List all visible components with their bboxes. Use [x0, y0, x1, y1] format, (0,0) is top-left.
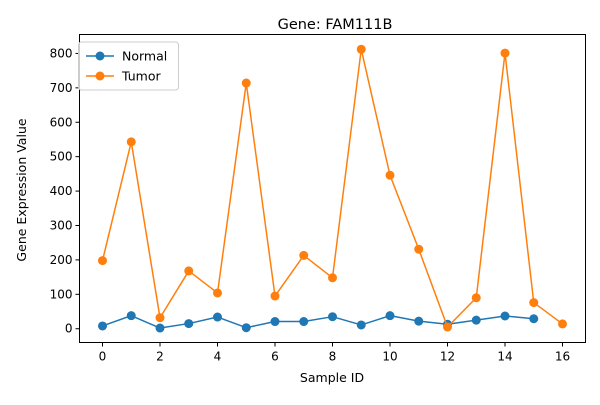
x-tick-label: 14 — [497, 350, 512, 364]
y-tick-label: 200 — [50, 253, 73, 267]
normal-data-point — [529, 314, 539, 324]
y-tick-label: 600 — [50, 115, 73, 129]
tumor-data-point — [443, 322, 452, 332]
tumor-data-point — [414, 244, 424, 254]
tumor-data-point — [213, 288, 222, 298]
tumor-data-point — [98, 256, 107, 266]
normal-data-point — [126, 311, 136, 321]
x-tick-label: 16 — [555, 350, 570, 364]
tumor-legend-marker — [95, 71, 105, 81]
normal-series-line — [102, 314, 534, 329]
normal-legend-marker — [95, 51, 105, 61]
normal-data-point — [98, 321, 107, 331]
tumor-data-point — [500, 48, 510, 58]
normal-data-point — [299, 317, 309, 327]
normal-data-point — [213, 312, 222, 322]
y-axis: 0 100 200 300 400 500 600 700 800 — [50, 46, 80, 336]
tumor-legend-label: Tumor — [121, 69, 161, 84]
series-layer — [98, 44, 567, 333]
y-tick-label: 300 — [50, 218, 73, 232]
legend: Normal Tumor — [78, 41, 179, 91]
y-tick-label: 500 — [50, 150, 73, 164]
x-tick-label: 8 — [329, 350, 337, 364]
tumor-data-point — [328, 273, 337, 283]
x-tick-label: 0 — [99, 350, 107, 364]
chart-title: Gene: FAM111B — [278, 17, 393, 33]
y-axis-label: Gene Expression Value — [14, 118, 29, 261]
x-tick-label: 2 — [156, 350, 164, 364]
normal-data-point — [328, 312, 337, 322]
tumor-data-point — [126, 137, 136, 147]
y-tick-label: 0 — [65, 322, 73, 336]
x-tick-label: 12 — [440, 350, 455, 364]
tumor-data-point — [471, 293, 481, 303]
x-tick-label: 4 — [214, 350, 222, 364]
tumor-data-point — [356, 44, 366, 54]
normal-data-point — [155, 323, 165, 333]
y-tick-label: 400 — [50, 184, 73, 198]
x-axis-label: Sample ID — [300, 370, 364, 385]
normal-data-point — [500, 311, 510, 321]
normal-data-point — [184, 319, 194, 329]
tumor-data-point — [241, 78, 251, 88]
tumor-series-line — [101, 48, 563, 328]
x-axis: 0 2 4 6 8 10 12 14 16 — [99, 342, 570, 364]
tumor-data-point — [529, 298, 539, 308]
y-tick-label: 700 — [50, 81, 73, 95]
normal-data-point — [385, 311, 395, 321]
tumor-data-point — [558, 319, 567, 329]
y-tick-label: 800 — [50, 46, 73, 60]
tumor-data-point — [155, 313, 165, 323]
normal-data-point — [414, 316, 424, 326]
tumor-data-point — [184, 266, 194, 276]
normal-data-point — [471, 315, 481, 325]
normal-data-point — [356, 320, 366, 330]
normal-data-point — [270, 317, 280, 327]
x-tick-label: 6 — [271, 350, 279, 364]
normal-legend-label: Normal — [122, 49, 167, 64]
tumor-data-point — [299, 250, 309, 260]
y-tick-label: 100 — [50, 287, 73, 301]
tumor-data-point — [270, 291, 280, 301]
tumor-data-point — [385, 170, 395, 180]
x-tick-label: 10 — [382, 350, 397, 364]
normal-data-point — [241, 323, 251, 333]
